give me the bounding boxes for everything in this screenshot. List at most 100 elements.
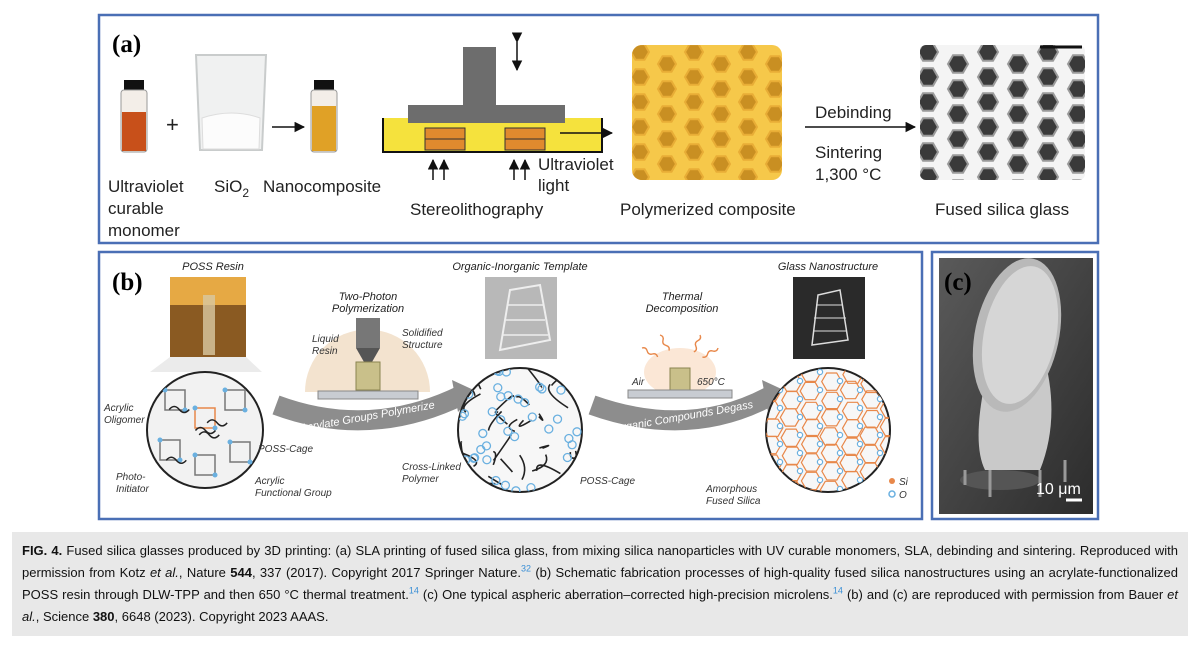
caption-text: (b) Schematic fabrication processes of h… [22,565,1178,602]
panel-label: (c) [944,269,972,296]
silica-ring [766,418,784,438]
lattice-cell [764,105,782,123]
lattice-cell [764,155,782,173]
oxygen [816,386,824,394]
panel-b-border [97,250,924,521]
caption-text: , Nature [178,565,231,580]
lattice-cell [1066,154,1085,174]
silica-ring [766,491,784,492]
label: Polymerization [332,303,404,315]
polymer-chain [518,419,533,428]
silica-ring [779,408,801,427]
silica-ring [879,381,890,400]
panel-label: (a) [112,31,141,58]
poss-cage [229,441,251,463]
poss-cage [496,392,506,402]
oxygen [836,467,844,475]
oxygen [897,387,902,392]
polymer-chain [515,395,530,406]
polymer-chain [531,454,548,472]
heat-wave [659,334,670,351]
poss-cage [493,383,503,393]
oxygen [816,458,824,466]
lattice-cell [920,67,940,87]
lattice-cell [1036,167,1060,180]
silica-ring [821,372,843,391]
oxygen [776,476,784,484]
silica-ring [839,380,862,400]
poss-cage [194,407,216,429]
oxygen [856,422,864,430]
oligomer [206,419,228,427]
polymer-chain [473,368,481,369]
poss-cage [159,439,181,461]
label: SiO2 [214,177,249,200]
lattice-cell [710,155,732,173]
lattice-cell [976,167,1000,180]
atom [177,457,183,463]
citation[interactable]: 14 [408,585,419,596]
heat-wave [641,347,659,358]
silica-ring [800,490,822,492]
citation[interactable]: 32 [520,563,531,574]
poss-cage [491,475,501,486]
lattice-cell [710,80,732,98]
lattice-cell [737,168,759,180]
label: Sintering [815,143,882,162]
oxygen [877,504,882,509]
lattice-cell [764,80,782,98]
sem-image [939,258,1093,514]
label-sub: 2 [242,186,249,200]
glass-lattice [920,45,1085,180]
label: Photo- [116,472,146,483]
oxygen [777,495,782,500]
polymer-chain [487,475,503,486]
lattice-cell [946,54,970,74]
lattice-cell [976,117,1000,137]
poss-cage [567,440,577,450]
silica-ring [800,471,823,491]
silica-ring [820,443,843,463]
lattice-cell [737,143,759,161]
silica-ring [859,426,881,445]
oxygen [796,449,804,457]
lattice-cell [737,118,759,136]
oxygen [796,467,804,475]
atom [157,437,163,443]
lattice-cell [946,104,970,124]
oxygen [897,441,902,446]
molecules [157,387,253,478]
oxygen [856,368,864,376]
lattice-cell [683,93,705,111]
oxygen [876,377,884,385]
oxygen [856,458,864,466]
polymer-chain [519,454,526,481]
heat-wave [693,334,702,353]
lattice-cell [710,130,732,148]
caption-text: , Science [35,609,93,624]
citation[interactable]: 14 [832,585,843,596]
poss-cage [501,368,512,377]
vial-monomer [120,80,148,153]
lattice-cell [920,142,940,162]
poss-cage [519,397,530,408]
oligomer [194,426,217,435]
lattice-cell [1006,54,1030,74]
silica-ring [820,408,843,427]
lattice-cell [656,105,678,123]
silica-ring [780,428,802,447]
poss-cage [562,452,573,463]
oxygen [817,495,822,500]
label: Polymer [402,474,439,485]
lattice-cell [1006,129,1030,149]
label: Thermal [662,291,703,303]
caption-text: (c) One typical aspheric aberration–corr… [418,587,833,602]
atom [192,452,198,458]
silica-ring [800,434,823,454]
arrow-head [452,380,478,412]
oxygen [856,476,864,484]
silica-ring [781,446,803,465]
label: Air [631,377,645,388]
label: Functional Group [255,488,332,499]
lattice-cell [764,130,782,148]
